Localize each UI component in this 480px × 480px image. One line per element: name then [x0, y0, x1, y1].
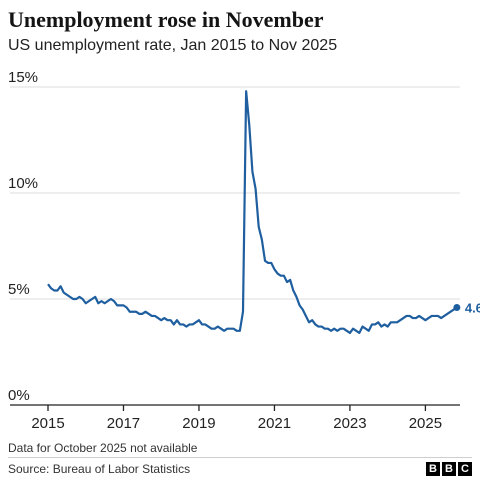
bbc-logo-c: C [458, 462, 472, 476]
x-tick-label: 2021 [258, 415, 291, 432]
x-tick-label: 2023 [333, 415, 366, 432]
x-tick-label: 2019 [182, 415, 215, 432]
unemployment-line [47, 90, 458, 335]
end-value-label: 4.6% [465, 300, 480, 315]
data-note: Data for October 2025 not available [8, 441, 198, 455]
source-credit: Source: Bureau of Labor Statistics [8, 462, 191, 476]
y-tick-label: 5% [8, 281, 30, 298]
x-tick-label: 2025 [409, 415, 442, 432]
bbc-logo: B B C [426, 462, 472, 476]
footer-divider [8, 457, 472, 458]
end-point-marker [453, 303, 461, 311]
y-tick-label: 15% [8, 69, 38, 86]
x-tick-label: 2017 [107, 415, 140, 432]
chart-title: Unemployment rose in November [8, 7, 324, 32]
bbc-logo-b1: B [426, 462, 440, 476]
y-tick-label: 0% [8, 387, 30, 404]
chart-subtitle: US unemployment rate, Jan 2015 to Nov 20… [8, 37, 338, 54]
bbc-logo-b2: B [442, 462, 456, 476]
y-tick-label: 10% [8, 175, 38, 192]
line-chart: 0% 5% 10% 15% 2015 2017 2019 2021 2023 2025 4.6% [8, 69, 480, 432]
x-tick-label: 2015 [31, 415, 64, 432]
